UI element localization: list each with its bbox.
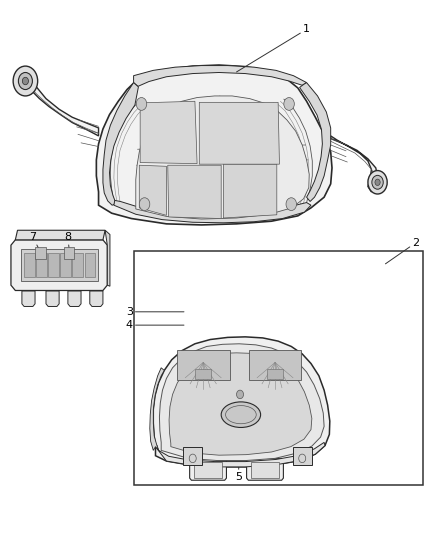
Text: 7: 7 <box>29 232 44 259</box>
Circle shape <box>375 179 380 185</box>
Bar <box>85 253 95 277</box>
Circle shape <box>372 175 383 189</box>
Bar <box>35 247 46 259</box>
Ellipse shape <box>221 402 261 427</box>
Polygon shape <box>168 165 221 219</box>
Bar <box>134 251 423 485</box>
Polygon shape <box>11 240 107 290</box>
Text: 8: 8 <box>64 232 71 259</box>
Polygon shape <box>155 442 325 467</box>
Circle shape <box>18 72 32 90</box>
Bar <box>64 247 74 259</box>
Polygon shape <box>223 164 277 218</box>
Polygon shape <box>105 230 110 286</box>
Polygon shape <box>68 291 81 306</box>
Polygon shape <box>139 165 166 215</box>
Polygon shape <box>96 65 332 225</box>
Circle shape <box>286 198 297 211</box>
Circle shape <box>368 171 387 194</box>
Polygon shape <box>331 136 378 192</box>
Text: 3: 3 <box>126 307 184 317</box>
Text: 5: 5 <box>235 456 242 482</box>
Bar <box>36 253 47 277</box>
Polygon shape <box>300 83 331 201</box>
Polygon shape <box>153 337 330 467</box>
Polygon shape <box>247 458 283 480</box>
Polygon shape <box>140 101 197 164</box>
Bar <box>195 369 211 379</box>
Bar <box>48 253 59 277</box>
Circle shape <box>284 98 294 110</box>
Polygon shape <box>134 66 307 86</box>
Polygon shape <box>199 102 279 164</box>
Polygon shape <box>150 368 164 450</box>
Circle shape <box>237 390 244 399</box>
Polygon shape <box>169 353 312 455</box>
Polygon shape <box>25 76 99 136</box>
Circle shape <box>139 198 150 211</box>
Bar <box>267 369 283 379</box>
Polygon shape <box>114 200 311 223</box>
Polygon shape <box>136 96 309 219</box>
Bar <box>251 462 279 478</box>
Polygon shape <box>177 350 230 380</box>
Text: 1: 1 <box>237 25 310 72</box>
Polygon shape <box>90 291 103 306</box>
Bar <box>60 253 71 277</box>
Text: 2: 2 <box>385 238 420 264</box>
Polygon shape <box>22 291 35 306</box>
Polygon shape <box>103 83 138 205</box>
Bar <box>183 447 202 465</box>
Bar <box>21 249 98 281</box>
Polygon shape <box>15 230 105 240</box>
Polygon shape <box>190 458 226 480</box>
Circle shape <box>13 66 38 96</box>
Bar <box>293 447 312 465</box>
Bar <box>72 253 83 277</box>
Text: 4: 4 <box>126 320 184 330</box>
Bar <box>24 253 35 277</box>
Polygon shape <box>249 350 301 380</box>
Polygon shape <box>46 291 59 306</box>
Circle shape <box>136 98 147 110</box>
Circle shape <box>22 77 28 85</box>
Polygon shape <box>159 344 324 461</box>
Bar <box>194 462 222 478</box>
